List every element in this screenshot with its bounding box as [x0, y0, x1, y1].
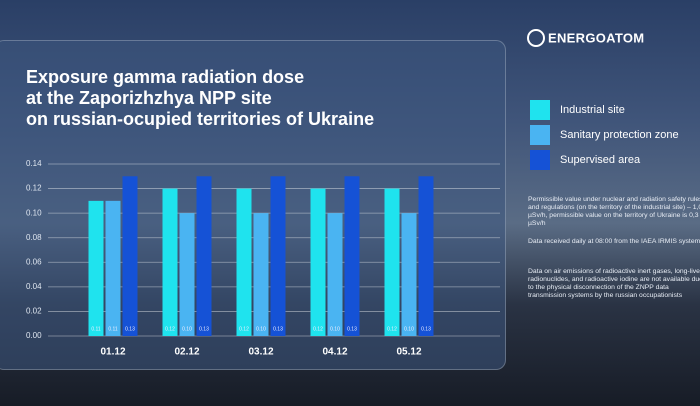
- value-label: 0.10: [182, 326, 192, 332]
- legend-label: Supervised area: [560, 154, 641, 166]
- note: Data received daily at 08:00 from the IA…: [528, 238, 700, 245]
- bar: [401, 213, 417, 336]
- x-tick-label: 05.12: [396, 347, 421, 358]
- x-tick-label: 03.12: [248, 347, 273, 358]
- value-label: 0.12: [165, 326, 175, 332]
- value-label: 0.13: [273, 326, 283, 332]
- bar: [122, 176, 138, 336]
- y-tick-label: 0.04: [26, 282, 42, 291]
- bar: [344, 176, 360, 336]
- legend-label: Industrial site: [560, 104, 625, 116]
- chart-title: Exposure gamma radiation dose: [26, 67, 304, 87]
- legend-swatch: [530, 100, 550, 120]
- bar: [162, 188, 178, 336]
- y-tick-label: 0.06: [26, 257, 42, 266]
- bar: [105, 200, 121, 336]
- value-label: 0.10: [330, 326, 340, 332]
- bar: [270, 176, 286, 336]
- value-label: 0.11: [108, 326, 118, 332]
- bar: [310, 188, 326, 336]
- y-tick-label: 0.08: [26, 233, 42, 242]
- legend-swatch: [530, 125, 550, 145]
- x-tick-label: 04.12: [322, 347, 347, 358]
- y-tick-label: 0.12: [26, 184, 42, 193]
- value-label: 0.10: [404, 326, 414, 332]
- chart-title: at the Zaporizhzhya NPP site: [26, 88, 272, 108]
- x-tick-label: 01.12: [100, 347, 125, 358]
- legend-swatch: [530, 150, 550, 170]
- value-label: 0.13: [199, 326, 209, 332]
- bar: [196, 176, 212, 336]
- bar: [384, 188, 400, 336]
- logo: ENERGOATOM: [548, 30, 644, 45]
- bar: [236, 188, 252, 336]
- value-label: 0.12: [313, 326, 323, 332]
- y-tick-label: 0.14: [26, 159, 42, 168]
- y-tick-label: 0.02: [26, 307, 42, 316]
- bar: [179, 213, 195, 336]
- value-label: 0.11: [91, 326, 101, 332]
- legend-label: Sanitary protection zone: [560, 129, 679, 141]
- y-tick-label: 0.10: [26, 208, 42, 217]
- bar: [327, 213, 343, 336]
- note: Permissible value under nuclear and radi…: [528, 196, 700, 227]
- value-label: 0.13: [347, 326, 357, 332]
- logo-icon: [527, 29, 545, 47]
- value-label: 0.13: [125, 326, 135, 332]
- bar: [88, 200, 104, 336]
- bar: [253, 213, 269, 336]
- value-label: 0.10: [256, 326, 266, 332]
- chart-title: on russian-ocupied territories of Ukrain…: [26, 109, 374, 129]
- y-tick-label: 0.00: [26, 331, 42, 340]
- value-label: 0.12: [239, 326, 249, 332]
- note: Data on air emissions of radioactive ine…: [528, 268, 700, 299]
- x-tick-label: 02.12: [174, 347, 199, 358]
- bar: [418, 176, 434, 336]
- value-label: 0.12: [387, 326, 397, 332]
- value-label: 0.13: [421, 326, 431, 332]
